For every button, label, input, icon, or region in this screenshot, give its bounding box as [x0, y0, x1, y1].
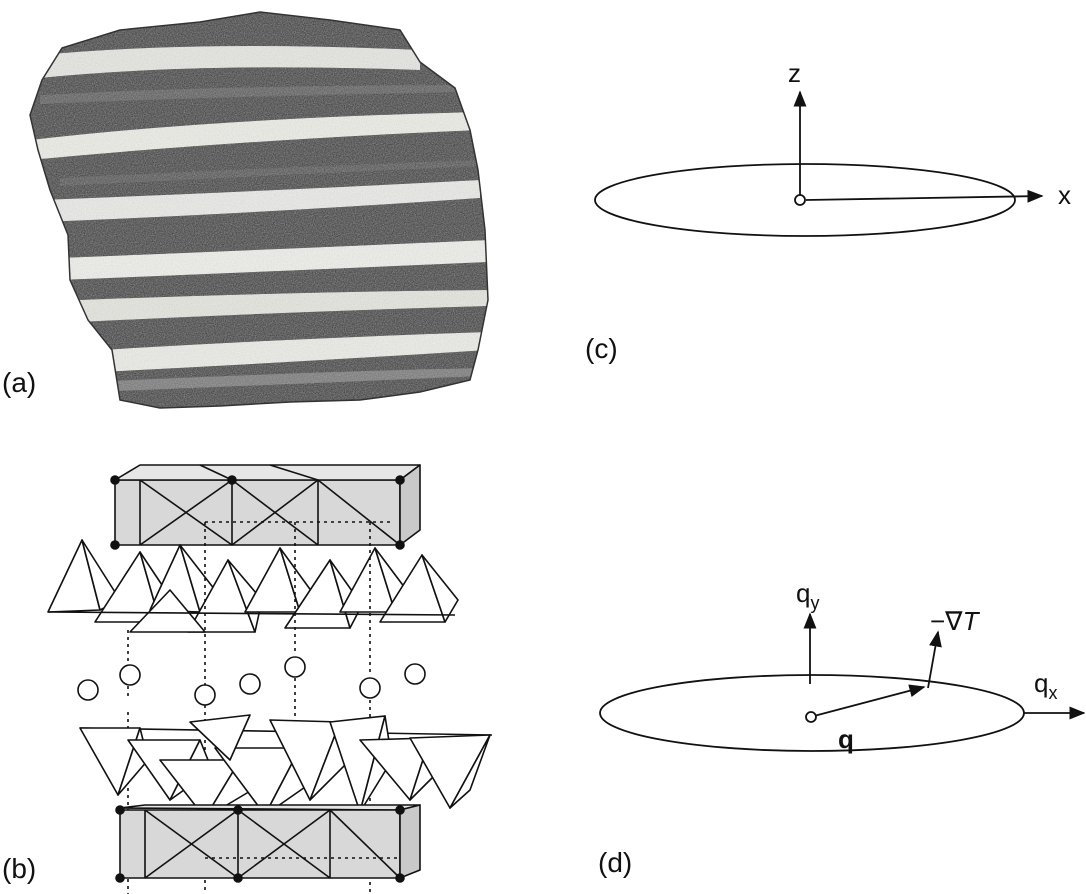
z-axis-label: z	[788, 58, 801, 88]
gradient-arrow	[927, 630, 942, 689]
panel-d-label: (d)	[598, 847, 632, 878]
panel-c-label: (c)	[585, 333, 618, 364]
top-octahedral-slab	[110, 464, 421, 550]
panel-d-diagram	[599, 612, 1086, 752]
upper-tetrahedral-layer	[47, 539, 459, 633]
qx-axis-label: qx	[1034, 668, 1057, 703]
qy-axis-label: qy	[796, 578, 819, 613]
bottom-octahedral-slab	[115, 804, 421, 883]
origin-c	[794, 194, 806, 206]
panel-c-diagram	[594, 90, 1044, 237]
panel-a-rock-photo	[29, 11, 489, 409]
q-vector-arrow	[813, 684, 926, 717]
panel-a-label: (a)	[2, 367, 36, 398]
q-vector-label: q	[838, 724, 854, 754]
panel-b-label: (b)	[2, 853, 36, 884]
x-axis-arrow	[805, 189, 1044, 203]
origin-d	[805, 711, 817, 723]
gradient-label: −∇T	[930, 606, 981, 636]
panel-b-structure	[47, 464, 493, 894]
lower-tetrahedral-layer	[79, 714, 493, 819]
disc-ellipse-c	[594, 163, 1016, 237]
interlayer-cations	[77, 656, 426, 706]
x-axis-label: x	[1058, 180, 1071, 210]
